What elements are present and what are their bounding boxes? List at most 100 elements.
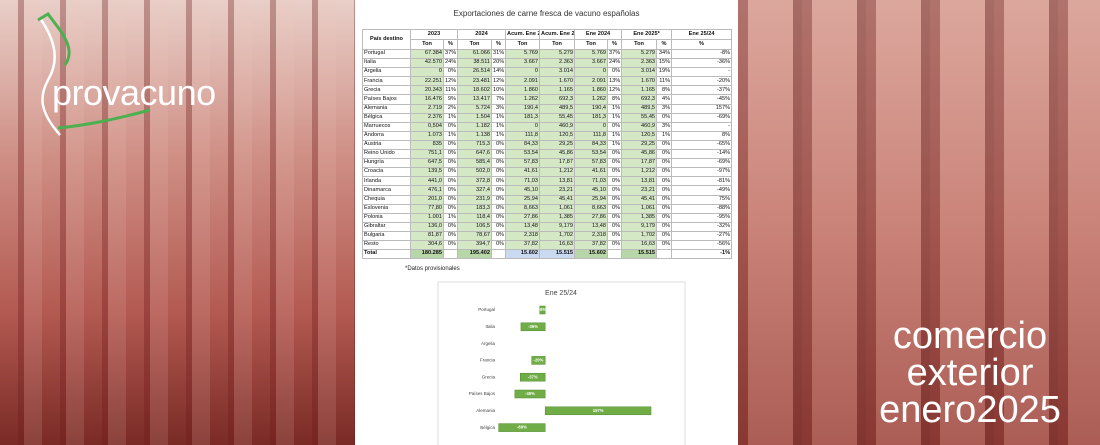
cell: 1% <box>607 103 623 114</box>
headline-line: enero2025 <box>879 389 1061 431</box>
cell: 3.667 <box>505 58 541 69</box>
value-label: -20% <box>534 358 544 363</box>
cell: 2,318 <box>505 230 541 241</box>
cell: 61.066 <box>457 48 493 60</box>
cell: 2.091 <box>574 76 609 87</box>
cell: 15.515 <box>539 249 576 260</box>
cell: 5.769 <box>574 48 609 60</box>
row-label: Portugal <box>362 48 411 60</box>
table-note: *Datos provisionales <box>405 266 460 272</box>
cell: 111,8 <box>574 130 609 141</box>
cell: 16,63 <box>621 239 658 251</box>
row-label: Alemania <box>362 103 411 114</box>
row-label: Francia <box>362 76 411 87</box>
cell: 1% <box>442 130 459 141</box>
cell: 8% <box>656 85 673 96</box>
cell: 78,67 <box>457 230 493 241</box>
table-row: Reino Unido 751,1 0% 647,6 0% 53,54 45,86 53,54… <box>362 149 733 160</box>
cell: 394,7 <box>457 239 493 251</box>
cell: 441,0 <box>410 176 444 187</box>
cell: 136,0 <box>410 221 444 232</box>
cell: 81,87 <box>410 230 444 241</box>
column-subheader: Ton <box>574 39 609 50</box>
cell: 0% <box>607 121 623 132</box>
table-row: Polonia 1.001 1% 118,4 0% 27,86 1,385 27,86 0% 1,… <box>362 212 733 223</box>
cell: 0% <box>442 221 459 232</box>
cell: 0% <box>607 149 623 160</box>
cell: 647,6 <box>457 149 493 160</box>
logo-text: pro <box>52 72 103 113</box>
cell <box>442 249 459 260</box>
column-header: Ene 2024 <box>574 29 623 40</box>
y-tick-label: Grecia <box>482 374 496 379</box>
cell: 5.769 <box>505 48 541 60</box>
cell: 18.602 <box>457 85 493 96</box>
cell: 183,3 <box>457 203 493 214</box>
cell: 460,9 <box>539 121 576 132</box>
cell: 0% <box>491 167 507 178</box>
row-label: Bulgaria <box>362 230 411 241</box>
cell: 0 <box>505 121 541 132</box>
table-row: Andorra 1.073 1% 1.138 1% 111,8 120,5 111,8 1% 12… <box>362 130 733 141</box>
cell: 53,54 <box>574 149 609 160</box>
cell: 1,702 <box>539 230 576 241</box>
cell: 0% <box>491 212 507 223</box>
cell: 0% <box>607 239 623 251</box>
cell: 585,4 <box>457 158 493 169</box>
cell: 1.182 <box>457 121 493 132</box>
cell: 0% <box>607 158 623 169</box>
cell: -1% <box>671 249 733 260</box>
cell: 1,212 <box>621 167 658 178</box>
background-photo <box>738 0 1100 445</box>
cell: 181,3 <box>574 112 609 123</box>
cell: 0% <box>491 203 507 214</box>
cell: 55,45 <box>621 112 658 123</box>
cell: 25,94 <box>574 194 609 205</box>
cell: 5.724 <box>457 103 493 114</box>
cell: 0% <box>607 67 623 78</box>
cell: 372,8 <box>457 176 493 187</box>
cell: 0% <box>442 239 459 251</box>
cell: 0,504 <box>410 121 444 132</box>
cell: 3.667 <box>574 58 609 69</box>
column-header: 2024 <box>457 29 507 40</box>
cell: 0% <box>656 158 673 169</box>
cell: 1.262 <box>574 94 609 105</box>
cell: 1,385 <box>621 212 658 223</box>
cell: -37% <box>671 85 733 96</box>
cell: 20.343 <box>410 85 444 96</box>
headline: comercio exterior enero2025 <box>840 317 1100 431</box>
cell: 57,83 <box>574 158 609 169</box>
cell: -49% <box>671 185 733 196</box>
cell: -32% <box>671 221 733 232</box>
y-tick-label: Portugal <box>478 307 495 312</box>
cell: 45,10 <box>574 185 609 196</box>
cell: 22.251 <box>410 76 444 87</box>
cell: 231,9 <box>457 194 493 205</box>
bar <box>514 389 546 399</box>
cell: 1.138 <box>457 130 493 141</box>
column-subheader: % <box>656 39 673 50</box>
cell: 0% <box>607 167 623 178</box>
cell: 489,5 <box>539 103 576 114</box>
table-row: Italia 42.570 24% 38.511 20% 3.667 2.363 3.667 2… <box>362 58 733 69</box>
cell: 71,03 <box>505 176 541 187</box>
cell: 0% <box>656 185 673 196</box>
row-label: Eslovenia <box>362 203 411 214</box>
cell: 29,25 <box>621 139 658 151</box>
cell: 37% <box>607 48 623 60</box>
column-subheader: Ton <box>621 39 658 50</box>
cell: 7% <box>491 94 507 105</box>
cell: 692,3 <box>539 94 576 105</box>
row-label: Austria <box>362 139 411 151</box>
cell: -27% <box>671 230 733 241</box>
cell: 45,10 <box>505 185 541 196</box>
table-row: Grecia 20.343 11% 18.602 10% 1.860 1.165 1.860 1… <box>362 85 733 96</box>
cell: 0% <box>656 230 673 241</box>
cell: 2% <box>442 103 459 114</box>
row-label: Irlanda <box>362 176 411 187</box>
cell: 17,87 <box>539 158 576 169</box>
cell: 34% <box>656 48 673 60</box>
table-row: Eslovenia 77,80 0% 183,3 0% 8,663 1,061 8,663 0%… <box>362 203 733 214</box>
